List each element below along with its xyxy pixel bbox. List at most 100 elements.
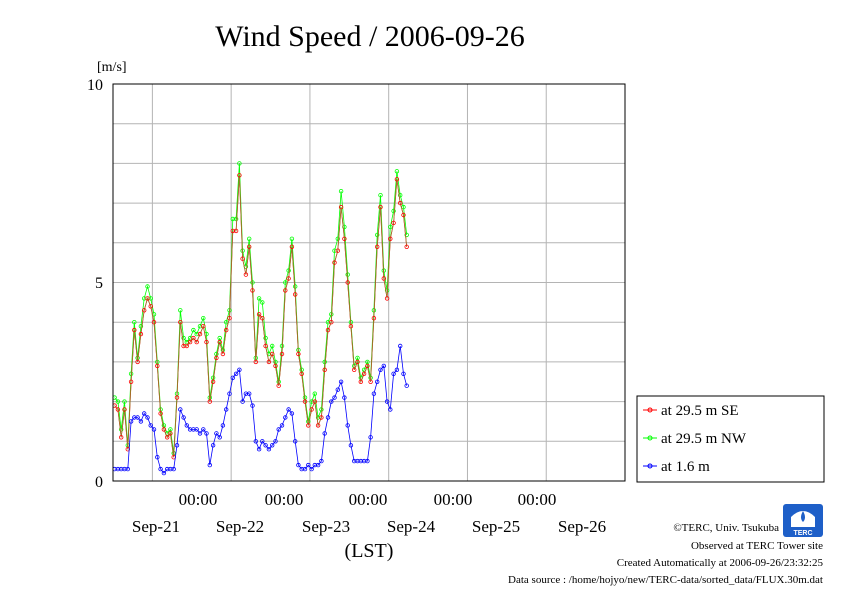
data-point: [125, 447, 130, 452]
data-point: [270, 343, 275, 349]
data-point: [309, 399, 314, 404]
data-point: [246, 244, 252, 249]
data-point: [256, 296, 262, 301]
data-point: [194, 427, 199, 432]
data-point: [270, 443, 275, 448]
data-point: [243, 272, 249, 277]
data-point: [381, 363, 386, 369]
data-point: [394, 177, 400, 182]
legend-entry-se: at 29.5 m SE: [643, 403, 739, 419]
data-point: [404, 383, 409, 388]
data-point: [371, 316, 377, 321]
copyright-text: ©TERC, Univ. Tsukuba: [673, 522, 779, 534]
x-date-label: Sep-26: [558, 517, 606, 536]
data-point: [227, 391, 232, 396]
data-point: [240, 256, 245, 261]
data-point: [315, 423, 321, 428]
data-point: [273, 439, 278, 444]
data-point: [204, 431, 209, 436]
data-point: [214, 431, 219, 436]
data-point: [214, 355, 219, 361]
data-point: [246, 391, 252, 396]
series-2: [112, 343, 409, 476]
x-time-ticks: 00:00 00:00 00:00 00:00 00:00: [179, 490, 557, 509]
data-point: [338, 188, 344, 194]
data-point: [263, 443, 268, 448]
data-point: [237, 161, 242, 166]
data-point: [306, 423, 311, 428]
data-point: [178, 308, 183, 313]
data-point: [201, 316, 206, 321]
data-point: [332, 260, 337, 265]
data-point: [253, 359, 258, 365]
data-point: [145, 296, 150, 301]
data-point: [358, 379, 363, 384]
data-point: [355, 359, 360, 365]
data-point: [118, 435, 124, 440]
data-point: [260, 300, 265, 305]
data-point: [158, 411, 163, 416]
data-point: [178, 407, 183, 412]
data-point: [352, 367, 357, 372]
data-point: [204, 339, 209, 345]
data-point: [115, 399, 121, 404]
data-point: [404, 232, 409, 238]
data-point: [178, 320, 183, 325]
data-point: [335, 236, 340, 241]
data-point: [283, 415, 288, 420]
series-line-overlap: [114, 175, 408, 458]
data-point: [266, 447, 272, 452]
legend-label-1-6m: at 1.6 m: [661, 459, 710, 475]
data-point: [388, 236, 393, 241]
series-group: [112, 161, 409, 476]
data-point: [319, 415, 324, 420]
data-point: [299, 371, 304, 376]
data-point: [217, 339, 222, 345]
data-point: [223, 407, 229, 412]
data-point: [325, 327, 331, 333]
data-point: [246, 236, 252, 241]
data-point: [365, 458, 370, 464]
data-point: [398, 343, 403, 349]
data-point: [381, 276, 386, 281]
data-point: [263, 335, 268, 341]
data-point: [388, 224, 393, 230]
data-point: [384, 399, 390, 404]
data-point: [365, 363, 370, 369]
data-point: [302, 466, 308, 472]
data-point: [375, 232, 380, 238]
series-0: [112, 173, 409, 460]
data-point: [174, 395, 180, 400]
terc-logo-text: TERC: [793, 530, 812, 537]
data-point: [309, 466, 314, 472]
data-point: [250, 403, 255, 408]
data-point: [132, 327, 137, 333]
data-point: [384, 296, 390, 301]
data-point: [155, 363, 160, 369]
data-point: [138, 324, 144, 329]
data-point: [375, 379, 380, 384]
legend-label-se: at 29.5 m SE: [661, 403, 739, 419]
legend: at 29.5 m SE at 29.5 m NW at 1.6 m: [636, 395, 825, 483]
y-axis-unit: [m/s]: [97, 60, 127, 75]
data-point: [174, 443, 180, 448]
x-date-label: Sep-25: [472, 517, 520, 536]
data-point: [348, 443, 354, 448]
data-point: [250, 288, 255, 293]
data-point: [148, 296, 153, 301]
data-point: [279, 423, 285, 428]
legend-marker-se: [647, 407, 653, 413]
data-point: [256, 312, 262, 317]
data-point: [141, 308, 147, 313]
data-point: [398, 200, 403, 206]
data-point: [293, 439, 298, 444]
series-1: [112, 161, 409, 456]
data-point: [207, 462, 212, 468]
created-text: Created Automatically at 2006-09-26/23:3…: [617, 557, 824, 569]
data-point: [227, 316, 232, 321]
data-point: [230, 375, 235, 380]
x-date-label: Sep-23: [302, 517, 350, 536]
x-axis-label: (LST): [345, 540, 394, 562]
data-point: [342, 224, 347, 230]
data-point: [233, 216, 239, 222]
